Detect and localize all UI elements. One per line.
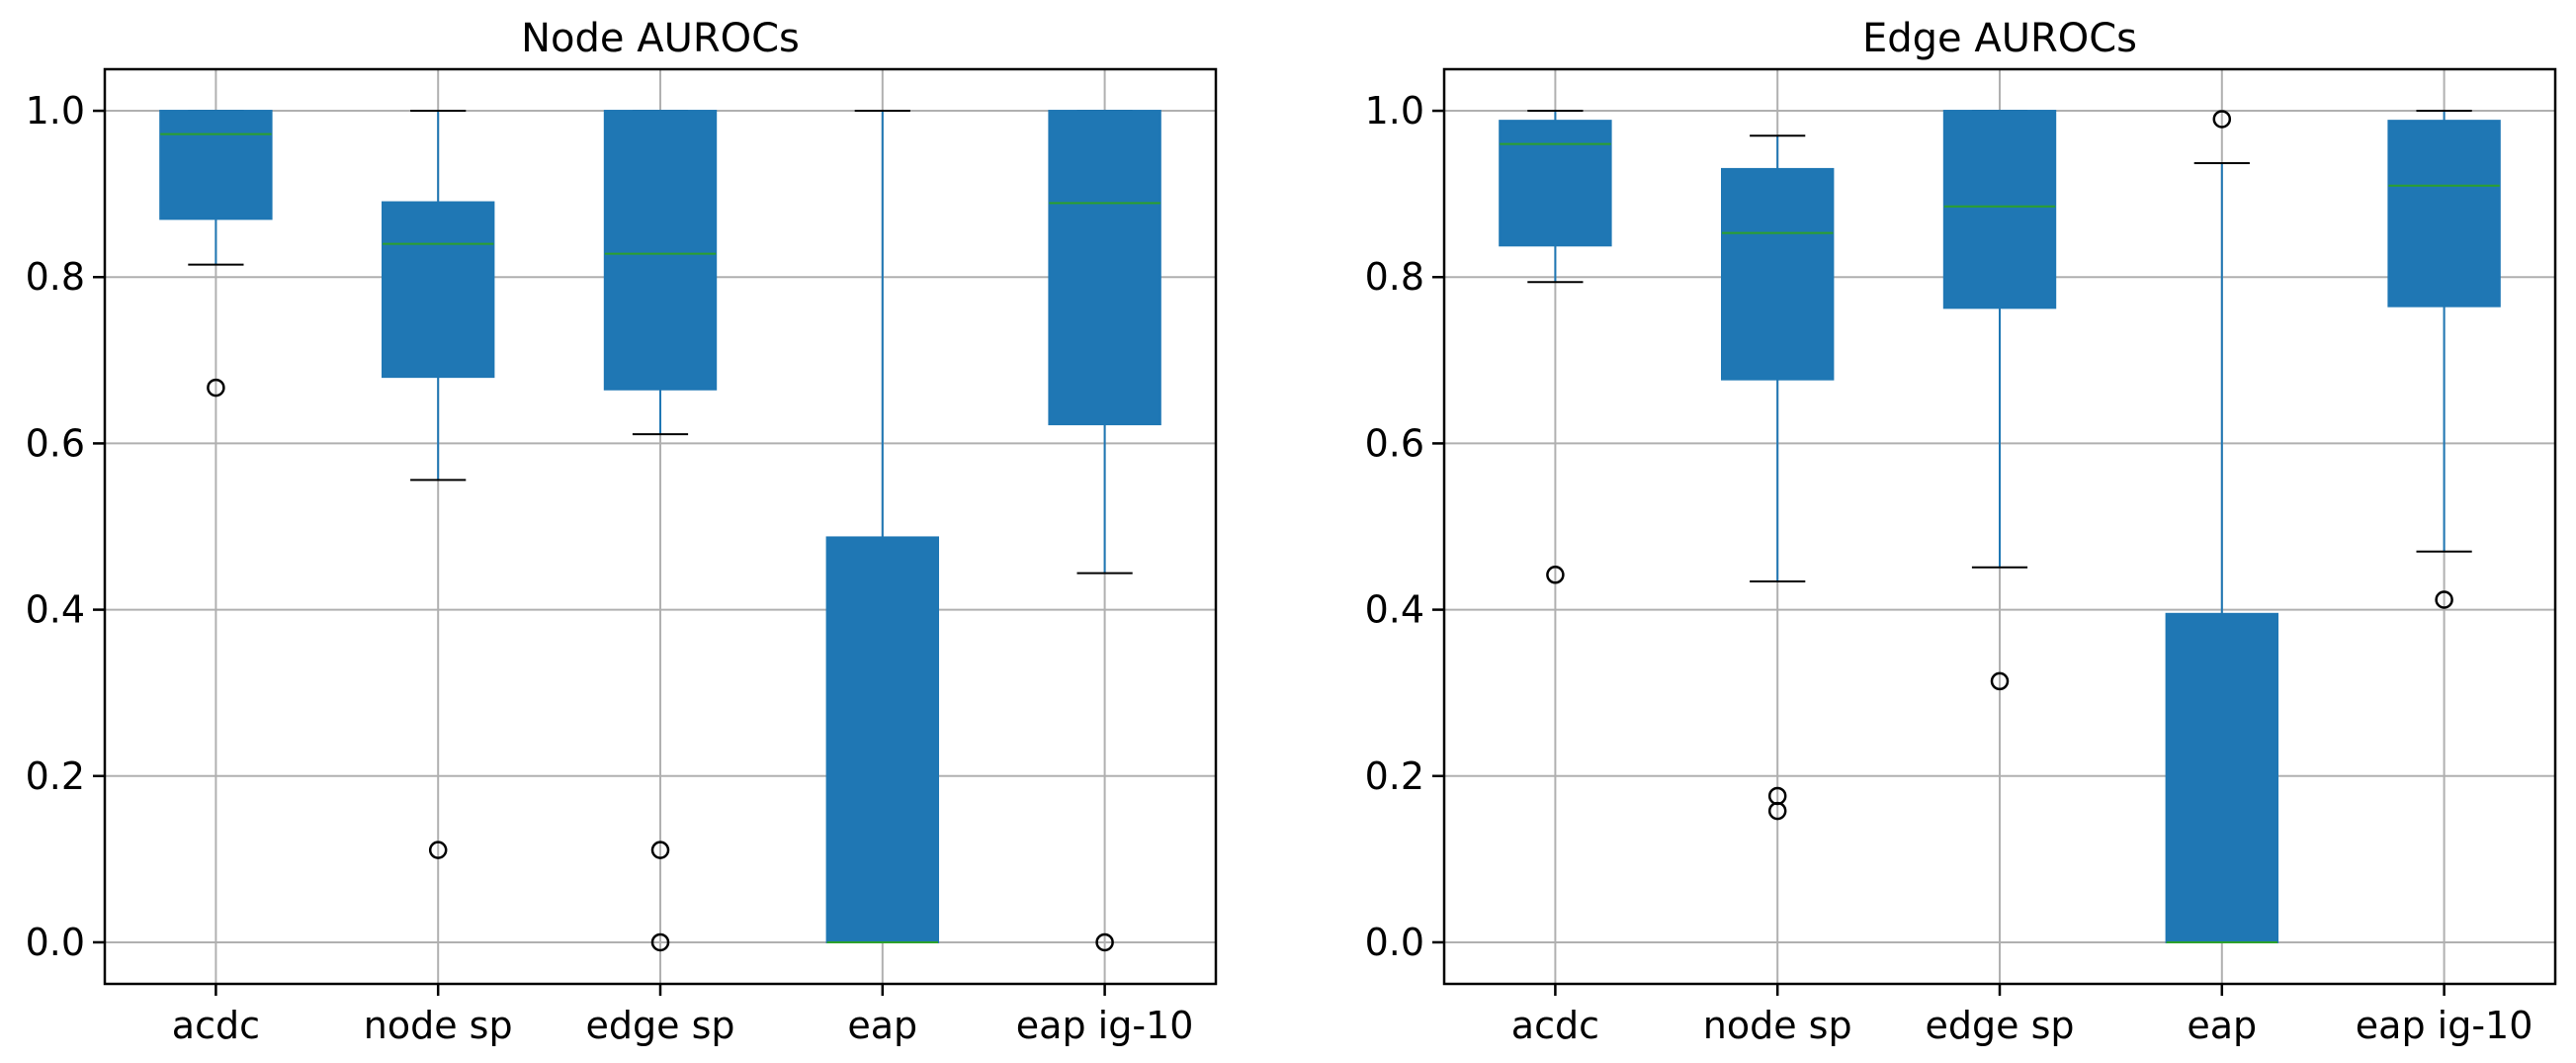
y-tick-label: 0.2 — [1365, 754, 1424, 798]
x-tick-label: eap ig-10 — [2356, 1004, 2533, 1047]
iqr-box — [825, 536, 939, 943]
axes-frame — [103, 67, 1218, 986]
y-tick-label: 0.0 — [26, 921, 85, 964]
outlier-point — [1095, 932, 1114, 952]
box-eap-ig-10 — [2387, 110, 2501, 609]
x-tick-label: eap — [847, 1004, 917, 1047]
iqr-box — [159, 110, 273, 221]
y-tick-label: 0.6 — [26, 421, 85, 465]
iqr-box — [2387, 120, 2501, 308]
box-layer — [1499, 110, 2501, 943]
iqr-box — [1048, 110, 1161, 426]
outlier-point — [2212, 110, 2232, 129]
outlier-point — [1546, 566, 1565, 584]
outlier-point — [650, 932, 670, 952]
box-acdc — [159, 110, 273, 398]
chart-title: Edge AUROCs — [1862, 16, 2137, 61]
iqr-box — [2165, 612, 2279, 943]
y-tick-label: 0.8 — [1365, 255, 1424, 299]
box-edge-sp — [1942, 110, 2057, 691]
outlier-point — [207, 378, 225, 398]
x-tick-label: edge sp — [1926, 1004, 2075, 1047]
x-tick-label: eap ig-10 — [1016, 1004, 1194, 1047]
x-axis-ticks: acdc node sp edge sp eap eap ig-10 — [1511, 984, 2533, 1047]
box-layer — [159, 110, 1161, 952]
box-edge-sp — [603, 110, 718, 952]
x-tick-label: acdc — [1511, 1004, 1599, 1047]
iqr-box — [1499, 120, 1612, 247]
y-axis-ticks: 0.0 0.2 0.4 0.6 0.8 1.0 — [26, 89, 105, 964]
y-tick-label: 0.8 — [26, 255, 85, 299]
y-tick-label: 0.6 — [1365, 421, 1424, 465]
box-node-sp — [1721, 134, 1835, 821]
x-tick-label: node sp — [1703, 1004, 1852, 1047]
y-tick-label: 0.2 — [26, 754, 85, 798]
box-eap-ig-10 — [1048, 110, 1161, 952]
node-aurocs-panel: Node AUROCs 0.0 0.2 0.4 0.6 0.8 1.0 acdc node … — [26, 16, 1218, 1047]
iqr-box — [1721, 167, 1835, 381]
box-eap — [825, 110, 939, 943]
outlier-point — [650, 841, 670, 859]
y-axis-ticks: 0.0 0.2 0.4 0.6 0.8 1.0 — [1365, 89, 1444, 964]
y-tick-label: 1.0 — [1365, 89, 1424, 133]
iqr-box — [603, 110, 718, 391]
outlier-point — [1990, 671, 2010, 691]
x-axis-ticks: acdc node sp edge sp eap eap ig-10 — [172, 984, 1194, 1047]
y-tick-label: 0.4 — [26, 588, 85, 632]
box-acdc — [1499, 110, 1612, 584]
iqr-box — [1942, 110, 2057, 310]
outlier-point — [2435, 590, 2453, 609]
outlier-point — [428, 841, 448, 859]
axes-frame — [1442, 67, 2557, 986]
x-tick-label: acdc — [172, 1004, 260, 1047]
y-tick-label: 1.0 — [26, 89, 85, 133]
x-tick-label: node sp — [364, 1004, 513, 1047]
box-eap — [2165, 110, 2279, 943]
box-node-sp — [382, 110, 495, 859]
iqr-box — [382, 201, 495, 379]
x-tick-label: edge sp — [586, 1004, 735, 1047]
outlier-point — [1767, 801, 1787, 821]
edge-aurocs-panel: Edge AUROCs 0.0 0.2 0.4 0.6 0.8 1.0 acdc node … — [1365, 16, 2557, 1047]
chart-title: Node AUROCs — [521, 16, 800, 61]
y-tick-label: 0.4 — [1365, 588, 1424, 632]
y-tick-label: 0.0 — [1365, 921, 1424, 964]
x-tick-label: eap — [2187, 1004, 2257, 1047]
